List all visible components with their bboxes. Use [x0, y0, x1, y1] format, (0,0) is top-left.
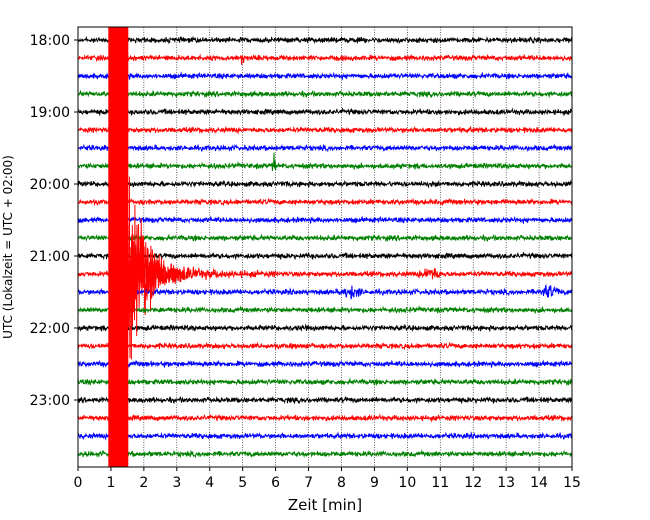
x-tick-label: 15: [563, 475, 581, 491]
x-tick-label: 13: [497, 475, 515, 491]
y-tick-label: 22:00: [30, 321, 70, 337]
x-tick-label: 7: [304, 475, 313, 491]
x-tick-label: 6: [271, 475, 280, 491]
seismic-trace: [78, 71, 572, 81]
seismic-trace: [78, 179, 572, 189]
seismic-trace: [78, 449, 572, 459]
x-tick-label: 9: [370, 475, 379, 491]
seismic-trace: [78, 341, 572, 351]
y-tick-label: 19:00: [30, 105, 70, 121]
quake-saturation: [108, 27, 129, 467]
seismic-trace: [78, 107, 572, 117]
seismic-trace: [78, 215, 572, 225]
x-tick-label: 14: [530, 475, 548, 491]
x-tick-label: 5: [238, 475, 247, 491]
x-tick-label: 11: [431, 475, 449, 491]
trace-layer: [78, 27, 572, 467]
x-axis-ticks: 0 1 2 3 4 5 6 7 8 9 10 11 12 13 14 15: [74, 467, 581, 491]
seismic-trace: [78, 413, 572, 423]
plot-frame: [77, 26, 573, 468]
seismic-trace: [78, 395, 572, 405]
y-tick-label: 20:00: [30, 177, 70, 193]
seismic-trace: [78, 35, 572, 45]
seismic-trace: [78, 359, 572, 369]
quake-coda: [126, 176, 184, 360]
x-axis-label: Zeit [min]: [288, 496, 362, 514]
seismic-trace: [78, 251, 572, 261]
y-tick-label: 23:00: [30, 393, 70, 409]
seismic-trace: [78, 197, 572, 207]
x-tick-label: 1: [106, 475, 115, 491]
seismic-trace: [78, 233, 572, 242]
seismic-trace: [78, 143, 572, 153]
seismic-trace: [78, 125, 572, 135]
y-tick-label: 21:00: [30, 249, 70, 265]
x-tick-label: 10: [398, 475, 416, 491]
y-tick-label: 18:00: [30, 33, 70, 49]
x-tick-label: 3: [172, 475, 181, 491]
x-tick-label: 8: [337, 475, 346, 491]
y-axis-label: UTC (Lokalzeit = UTC + 02:00): [1, 155, 15, 339]
x-tick-label: 2: [139, 475, 148, 491]
seismic-trace: [78, 53, 572, 65]
y-axis-ticks: 18:00 19:00 20:00 21:00 22:00 23:00: [30, 33, 78, 409]
seismic-trace: [78, 89, 572, 99]
seismic-trace: [78, 304, 572, 314]
seismic-trace: [78, 152, 572, 172]
x-tick-label: 4: [205, 475, 214, 491]
seismic-trace: [78, 377, 572, 387]
seismic-trace: [78, 431, 572, 441]
seismic-trace: [78, 283, 572, 300]
x-tick-label: 12: [464, 475, 482, 491]
x-tick-label: 0: [74, 475, 83, 491]
seismic-trace: [78, 323, 572, 333]
